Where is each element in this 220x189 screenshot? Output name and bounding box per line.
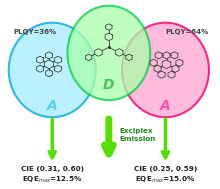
Ellipse shape bbox=[122, 23, 209, 117]
Text: EQE$_{max}$=15.0%: EQE$_{max}$=15.0% bbox=[135, 175, 196, 185]
Text: EQE$_{max}$=12.5%: EQE$_{max}$=12.5% bbox=[22, 175, 82, 185]
Text: Exciplex
Emission: Exciplex Emission bbox=[120, 128, 156, 142]
Ellipse shape bbox=[9, 23, 96, 117]
Text: PLQY=36%: PLQY=36% bbox=[13, 29, 56, 35]
Text: A: A bbox=[47, 99, 58, 113]
Text: CIE (0.31, 0.60): CIE (0.31, 0.60) bbox=[21, 166, 84, 172]
Text: PLQY=64%: PLQY=64% bbox=[165, 29, 209, 35]
Text: D: D bbox=[103, 78, 115, 92]
Ellipse shape bbox=[68, 6, 150, 100]
Text: A: A bbox=[160, 99, 171, 113]
Text: CIE (0.25, 0.59): CIE (0.25, 0.59) bbox=[134, 166, 197, 172]
